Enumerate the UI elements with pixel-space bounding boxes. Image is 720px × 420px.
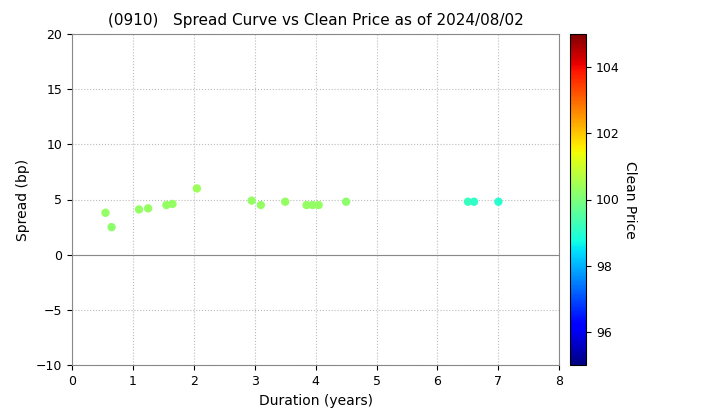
Point <box>468 198 480 205</box>
Y-axis label: Clean Price: Clean Price <box>623 160 636 239</box>
Point <box>492 198 504 205</box>
Point <box>341 198 352 205</box>
Point <box>106 224 117 231</box>
Point <box>313 202 325 208</box>
Point <box>167 201 179 207</box>
Point <box>307 202 318 208</box>
Point <box>161 202 172 208</box>
Point <box>255 202 266 208</box>
Point <box>246 197 258 204</box>
Point <box>301 202 312 208</box>
Y-axis label: Spread (bp): Spread (bp) <box>17 158 30 241</box>
Point <box>143 205 154 212</box>
Point <box>279 198 291 205</box>
X-axis label: Duration (years): Duration (years) <box>258 394 373 408</box>
Point <box>100 210 112 216</box>
Point <box>462 198 474 205</box>
Title: (0910)   Spread Curve vs Clean Price as of 2024/08/02: (0910) Spread Curve vs Clean Price as of… <box>108 13 523 28</box>
Point <box>191 185 202 192</box>
Point <box>133 206 145 213</box>
